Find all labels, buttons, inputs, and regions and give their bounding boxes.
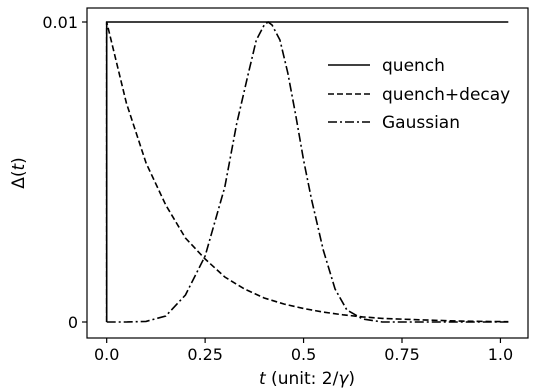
legend-label-gaussian: Gaussian	[382, 113, 460, 133]
x-tick-label: 0.25	[187, 345, 223, 364]
y-tick-label: 0	[68, 313, 78, 332]
series-line-gaussian	[106, 20, 509, 323]
axis-ticks: 0.0 0.25 0.5 0.75 1.0 0 0.01	[42, 13, 513, 364]
legend-label-quench: quench	[382, 56, 445, 76]
x-tick-label: 0.5	[291, 345, 316, 364]
plot-area	[105, 20, 509, 323]
x-tick-label: 1.0	[488, 345, 513, 364]
legend-label-quench-decay: quench+decay	[382, 85, 510, 105]
axes-frame	[86, 7, 529, 339]
x-tick-label: 0.0	[94, 345, 119, 364]
y-axis-label: Δ(t)	[9, 157, 29, 189]
series-line-quench	[105, 21, 509, 322]
legend: quench quench+decay Gaussian	[328, 56, 510, 133]
y-tick-label: 0.01	[42, 13, 78, 32]
series-line-quench-decay	[105, 21, 509, 323]
x-axis-label: t (unit: 2/γ)	[259, 369, 355, 388]
x-tick-label: 0.75	[384, 345, 420, 364]
